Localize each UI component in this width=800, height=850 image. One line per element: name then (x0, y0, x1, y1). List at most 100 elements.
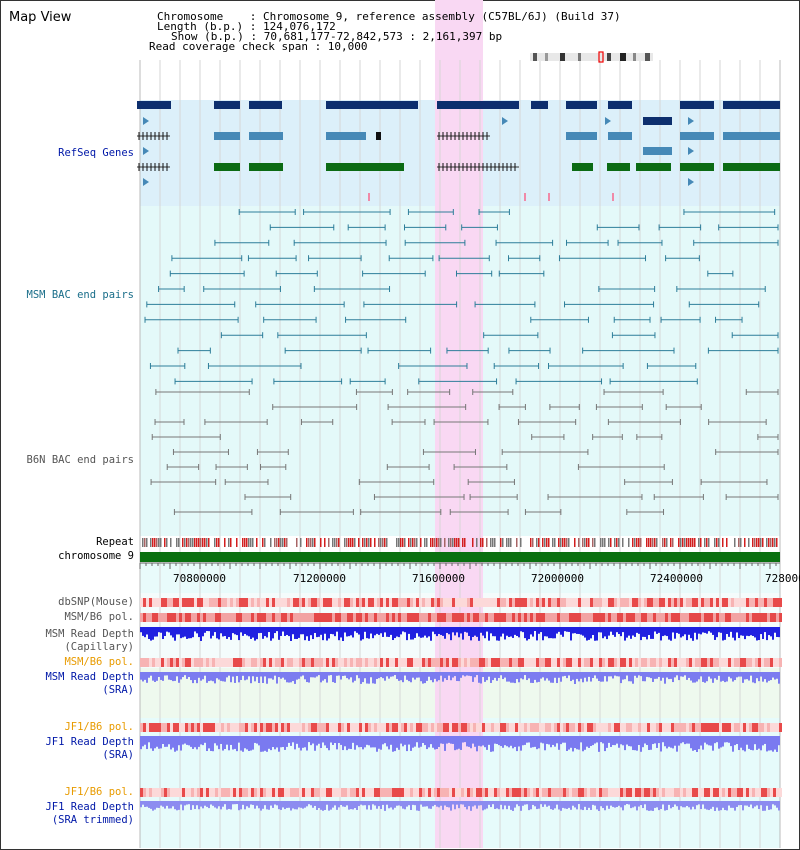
polymorphism-heat-cell (572, 658, 575, 667)
track-label-jf1-depth-trimmed[interactable]: JF1 Read Depth (45, 801, 134, 813)
polymorphism-heat-cell (764, 723, 767, 732)
polymorphism-heat-cell (578, 658, 581, 667)
msm-depth-capillary-bar (452, 627, 454, 633)
jf1-depth-trimmed-bar (320, 801, 322, 810)
msm-depth-sra-bar (248, 672, 250, 677)
polymorphism-heat-cell (386, 658, 389, 667)
msm-depth-sra-bar (414, 672, 416, 680)
polymorphism-heat-cell (614, 723, 617, 732)
track-label-msm-bac[interactable]: MSM BAC end pairs (26, 289, 134, 301)
polymorphism-heat-cell (221, 598, 224, 607)
jf1-depth-trimmed-bar (378, 801, 380, 807)
msm-depth-capillary-bar (620, 627, 622, 637)
track-label-jf1-b6-pol-trimmed[interactable]: JF1/B6 pol. (64, 786, 134, 798)
polymorphism-heat-cell (410, 658, 413, 667)
polymorphism-heat-cell (314, 723, 317, 732)
track-label-jf1-b6-pol[interactable]: JF1/B6 pol. (64, 721, 134, 733)
polymorphism-heat-cell (617, 658, 620, 667)
polymorphism-heat-cell (224, 788, 227, 797)
polymorphism-heat-cell (143, 658, 146, 667)
repeat-mark (380, 538, 382, 547)
repeat-mark (694, 538, 696, 547)
jf1-depth-trimmed-bar (518, 801, 520, 807)
polymorphism-heat-cell (494, 658, 497, 667)
track-label-jf1-depth[interactable]: JF1 Read Depth (45, 736, 134, 748)
msm-depth-capillary-bar (304, 627, 306, 641)
track-label-refseq[interactable]: RefSeq Genes (58, 147, 134, 159)
msm-depth-capillary-bar (210, 627, 212, 639)
polymorphism-heat-cell (293, 613, 296, 622)
polymorphism-heat-cell (263, 658, 266, 667)
jf1-depth-bar (720, 736, 722, 748)
polymorphism-heat-cell (590, 598, 593, 607)
polymorphism-heat-cell (605, 598, 608, 607)
polymorphism-heat-cell (779, 613, 782, 622)
msm-depth-sra-bar (362, 672, 364, 683)
polymorphism-heat-cell (743, 658, 746, 667)
jf1-depth-trimmed-bar (434, 801, 436, 805)
polymorphism-heat-cell (455, 723, 458, 732)
jf1-depth-bar (708, 736, 710, 746)
jf1-depth-bar (604, 736, 606, 752)
jf1-depth-bar (390, 736, 392, 745)
jf1-depth-trimmed-bar (448, 801, 450, 808)
jf1-depth-bar (352, 736, 354, 743)
msm-depth-capillary-bar (308, 627, 310, 641)
polymorphism-heat-cell (476, 613, 479, 622)
msm-depth-capillary-bar (396, 627, 398, 637)
polymorphism-heat-cell (248, 658, 251, 667)
msm-depth-sra-bar (288, 672, 290, 683)
track-label-msm-depth-capillary[interactable]: MSM Read Depth (45, 628, 134, 640)
polymorphism-heat-cell (653, 598, 656, 607)
polymorphism-heat-cell (566, 613, 569, 622)
msm-depth-sra-bar (516, 672, 518, 680)
repeat-mark (192, 538, 194, 547)
jf1-depth-bar (216, 736, 218, 746)
polymorphism-heat-cell (275, 723, 278, 732)
jf1-depth-bar (752, 736, 754, 751)
polymorphism-heat-cell (227, 788, 230, 797)
track-label-b6n-bac[interactable]: B6N BAC end pairs (26, 454, 134, 466)
repeat-mark (618, 538, 620, 547)
polymorphism-heat-cell (383, 788, 386, 797)
msm-depth-capillary-bar (538, 627, 540, 634)
polymorphism-heat-cell (524, 613, 527, 622)
track-label-msm-b6-pol[interactable]: MSM/B6 pol. (64, 611, 134, 623)
polymorphism-heat-cell (644, 613, 647, 622)
polymorphism-heat-cell (461, 788, 464, 797)
repeat-mark (744, 538, 746, 547)
msm-depth-capillary-bar (646, 627, 648, 640)
track-label-repeat[interactable]: Repeat (96, 536, 134, 548)
polymorphism-heat-cell (470, 598, 473, 607)
jf1-depth-trimmed-bar (306, 801, 308, 807)
polymorphism-heat-cell (311, 788, 314, 797)
jf1-depth-bar (724, 736, 726, 743)
polymorphism-heat-cell (224, 613, 227, 622)
msm-depth-sra-bar (728, 672, 730, 677)
polymorphism-heat-cell (410, 598, 413, 607)
track-label-dbsnp[interactable]: dbSNP(Mouse) (58, 596, 134, 608)
polymorphism-heat-cell (248, 788, 251, 797)
polymorphism-heat-cell (476, 723, 479, 732)
polymorphism-heat-cell (689, 788, 692, 797)
msm-depth-capillary-bar (694, 627, 696, 633)
polymorphism-heat-cell (704, 658, 707, 667)
track-label-msm-b6-pol-sra[interactable]: MSM/B6 pol. (64, 656, 134, 668)
polymorphism-heat-cell (269, 613, 272, 622)
jf1-depth-trimmed-bar (756, 801, 758, 806)
track-label-msm-depth-sra[interactable]: MSM Read Depth (45, 671, 134, 683)
polymorphism-heat-cell (704, 598, 707, 607)
jf1-depth-bar (596, 736, 598, 743)
repeat-mark (230, 538, 232, 547)
msm-depth-sra-bar (524, 672, 526, 676)
jf1-depth-bar (624, 736, 626, 751)
repeat-mark (726, 538, 728, 547)
repeat-mark (248, 538, 250, 547)
polymorphism-heat-cell (158, 613, 161, 622)
polymorphism-heat-cell (374, 788, 377, 797)
msm-depth-sra-bar (154, 672, 156, 682)
polymorphism-heat-cell (191, 598, 194, 607)
polymorphism-heat-cell (473, 788, 476, 797)
polymorphism-heat-cell (722, 613, 725, 622)
